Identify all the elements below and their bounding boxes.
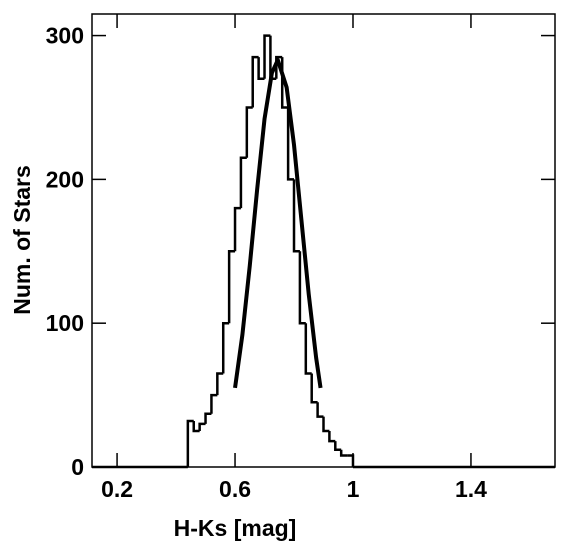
y-tick-label: 200 bbox=[46, 166, 84, 192]
plot-frame bbox=[91, 13, 556, 468]
histogram-bin bbox=[257, 57, 265, 80]
y-tick-label: 300 bbox=[46, 23, 84, 49]
histogram-bin bbox=[239, 156, 247, 209]
histogram-bin bbox=[347, 454, 355, 467]
histogram-bin bbox=[198, 422, 206, 432]
x-tick-label: 0.6 bbox=[219, 476, 251, 502]
histogram-bin bbox=[251, 55, 259, 108]
histogram-bin bbox=[304, 323, 312, 375]
histogram-bin bbox=[204, 412, 212, 424]
histogram-bin bbox=[275, 55, 283, 79]
x-axis-label: H-Ks [mag] bbox=[174, 515, 297, 541]
y-tick-label: 100 bbox=[46, 310, 84, 336]
y-tick-label: 0 bbox=[71, 454, 84, 480]
histogram-bin bbox=[221, 321, 230, 374]
x-tick-label: 1 bbox=[347, 476, 360, 502]
histogram-bin bbox=[334, 441, 342, 451]
histogram-bin bbox=[286, 107, 295, 181]
histogram-bin bbox=[210, 393, 218, 414]
histogram-bin bbox=[263, 34, 271, 79]
histogram-bin bbox=[328, 431, 336, 443]
histogram-bin bbox=[322, 416, 330, 433]
x-tick-label: 0.2 bbox=[101, 476, 133, 502]
histogram-bin bbox=[227, 250, 236, 324]
histogram-bin bbox=[245, 106, 253, 158]
histogram-bin bbox=[298, 251, 306, 325]
y-axis-label: Num. of Stars bbox=[9, 165, 35, 315]
histogram-bin bbox=[310, 373, 318, 404]
histogram-bin bbox=[316, 402, 324, 418]
x-tick-label: 1.4 bbox=[455, 476, 487, 502]
histogram-bin bbox=[216, 372, 224, 396]
histogram-bin bbox=[186, 419, 194, 467]
histogram-bin bbox=[192, 420, 200, 433]
histogram-bin bbox=[292, 179, 300, 253]
fit-curve bbox=[233, 58, 323, 389]
histogram-bin bbox=[233, 206, 241, 252]
histogram-bin bbox=[339, 449, 348, 457]
